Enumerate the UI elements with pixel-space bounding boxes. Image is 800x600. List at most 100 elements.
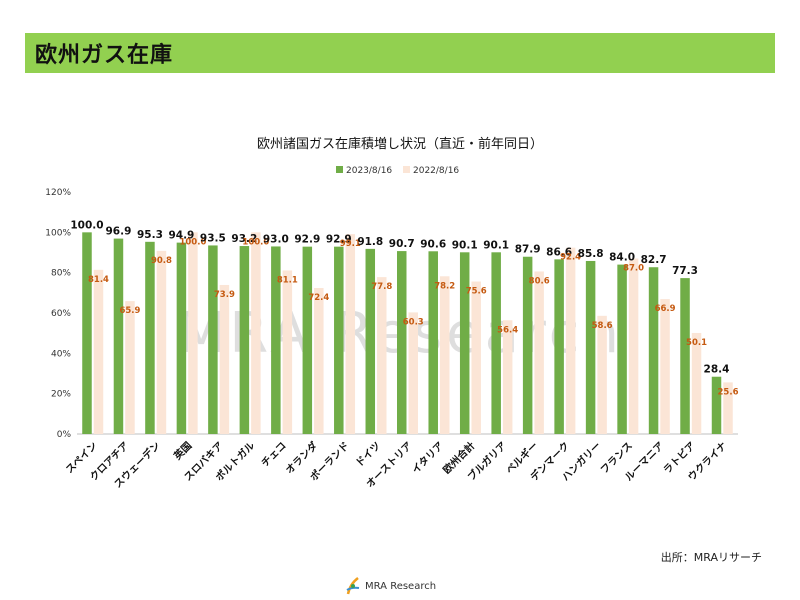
legend-swatch-2 bbox=[403, 166, 410, 173]
data-label-2023: 92.9 bbox=[294, 234, 320, 246]
header-bar: 欧州ガス在庫 bbox=[25, 33, 775, 73]
bar-2023 bbox=[145, 241, 155, 434]
bar-2023 bbox=[648, 267, 659, 434]
bar-2023 bbox=[397, 251, 407, 434]
data-label-2022: 60.3 bbox=[403, 317, 424, 327]
bar-2023 bbox=[176, 242, 187, 434]
data-label-2023: 77.3 bbox=[672, 265, 698, 277]
bar-2022 bbox=[93, 269, 104, 434]
data-label-2023: 82.7 bbox=[641, 254, 667, 266]
data-label-2022: 58.6 bbox=[592, 321, 613, 331]
data-label-2022: 66.9 bbox=[655, 304, 676, 314]
data-label-2022: 92.4 bbox=[560, 253, 581, 263]
logo-text: MRA Research bbox=[365, 580, 437, 592]
x-tick-label: イタリア bbox=[410, 440, 446, 476]
bar-2023 bbox=[113, 238, 124, 434]
data-label-2023: 100.0 bbox=[70, 219, 103, 231]
y-tick-label: 20% bbox=[51, 390, 71, 400]
bar-2023 bbox=[82, 232, 92, 434]
bar-2023 bbox=[522, 256, 533, 434]
data-label-2022: 80.6 bbox=[529, 276, 550, 286]
y-tick-label: 80% bbox=[51, 269, 71, 279]
data-label-2023: 93.2 bbox=[231, 233, 257, 245]
bar-2022 bbox=[314, 287, 324, 434]
bar-2023 bbox=[711, 376, 722, 434]
legend-label-2: 2022/8/16 bbox=[413, 166, 459, 176]
bar-2022 bbox=[471, 281, 481, 434]
y-tick-label: 60% bbox=[51, 309, 71, 319]
data-label-2023: 94.9 bbox=[168, 230, 194, 242]
x-tick-label: チェコ bbox=[259, 440, 289, 470]
bar-2023 bbox=[334, 246, 344, 434]
data-label-2022: 100.0 bbox=[179, 237, 206, 247]
data-label-2023: 93.0 bbox=[263, 233, 289, 245]
data-label-2022: 78.2 bbox=[434, 281, 455, 291]
data-label-2022: 65.9 bbox=[119, 306, 140, 316]
y-tick-label: 0% bbox=[57, 430, 72, 440]
data-label-2023: 96.9 bbox=[106, 226, 132, 238]
bar-2022 bbox=[502, 320, 513, 434]
page-title: 欧州ガス在庫 bbox=[35, 43, 174, 68]
bar-2022 bbox=[282, 270, 293, 434]
data-label-2023: 28.4 bbox=[704, 364, 730, 376]
data-label-2022: 50.1 bbox=[686, 338, 707, 348]
data-label-2022: 99.1 bbox=[340, 239, 361, 249]
data-label-2023: 90.1 bbox=[452, 239, 478, 251]
bar-2022 bbox=[408, 312, 418, 434]
data-label-2022: 72.4 bbox=[308, 293, 329, 303]
x-tick-label: 英国 bbox=[170, 439, 194, 463]
bar-2023 bbox=[271, 246, 281, 434]
data-label-2023: 84.0 bbox=[609, 252, 635, 264]
y-tick-label: 40% bbox=[51, 349, 71, 359]
bar-2023 bbox=[365, 248, 376, 434]
bar-2022 bbox=[723, 382, 733, 434]
mra-logo-icon bbox=[346, 577, 360, 595]
bar-2023 bbox=[239, 246, 250, 434]
bar-2022 bbox=[565, 247, 576, 434]
data-label-2022: 81.1 bbox=[277, 275, 298, 285]
bar-2022 bbox=[439, 276, 450, 434]
bar-2023 bbox=[459, 252, 470, 434]
data-label-2023: 90.7 bbox=[389, 238, 415, 250]
chart-title: 欧州諸国ガス在庫積増し状況（直近・前年同日） bbox=[257, 136, 543, 152]
bar-2022 bbox=[534, 271, 544, 434]
bar-2022 bbox=[251, 232, 261, 434]
data-label-2022: 56.4 bbox=[497, 325, 518, 335]
bar-2022 bbox=[597, 315, 607, 434]
footer-logo: MRA Research bbox=[345, 575, 436, 597]
data-label-2022: 25.6 bbox=[718, 387, 739, 397]
data-label-2022: 77.8 bbox=[371, 282, 392, 292]
data-label-2023: 92.9 bbox=[326, 234, 352, 246]
data-label-2023: 90.6 bbox=[420, 238, 446, 250]
bar-2023 bbox=[302, 246, 313, 434]
bar-2022 bbox=[156, 250, 167, 434]
data-label-2023: 85.8 bbox=[578, 248, 604, 260]
bar-2023 bbox=[680, 278, 690, 434]
bar-2022 bbox=[691, 332, 702, 434]
bar-2022 bbox=[660, 299, 670, 434]
bar-2022 bbox=[125, 301, 135, 434]
data-label-2023: 86.6 bbox=[546, 246, 572, 258]
bar-2022 bbox=[188, 232, 198, 434]
bar-2023 bbox=[428, 251, 438, 434]
data-label-2023: 91.8 bbox=[357, 236, 383, 248]
data-label-2023: 87.9 bbox=[515, 244, 541, 256]
legend-swatch-1 bbox=[336, 166, 343, 173]
data-label-2022: 81.4 bbox=[88, 275, 109, 285]
legend-label-1: 2023/8/16 bbox=[346, 166, 392, 176]
x-tick-label: ドイツ bbox=[353, 440, 383, 470]
bar-2023 bbox=[617, 264, 627, 434]
data-label-2022: 87.0 bbox=[623, 264, 644, 274]
bar-2023 bbox=[554, 259, 564, 434]
data-label-2022: 100.0 bbox=[242, 237, 269, 247]
data-label-2022: 73.9 bbox=[214, 290, 235, 300]
bar-2022 bbox=[219, 284, 230, 434]
y-tick-label: 120% bbox=[45, 188, 71, 198]
data-label-2022: 75.6 bbox=[466, 287, 487, 297]
data-label-2022: 90.8 bbox=[151, 256, 172, 266]
source-note: 出所：MRAリサーチ bbox=[660, 551, 762, 564]
data-label-2023: 90.1 bbox=[483, 239, 509, 251]
data-label-2023: 93.5 bbox=[200, 232, 226, 244]
bar-2022 bbox=[628, 258, 639, 434]
